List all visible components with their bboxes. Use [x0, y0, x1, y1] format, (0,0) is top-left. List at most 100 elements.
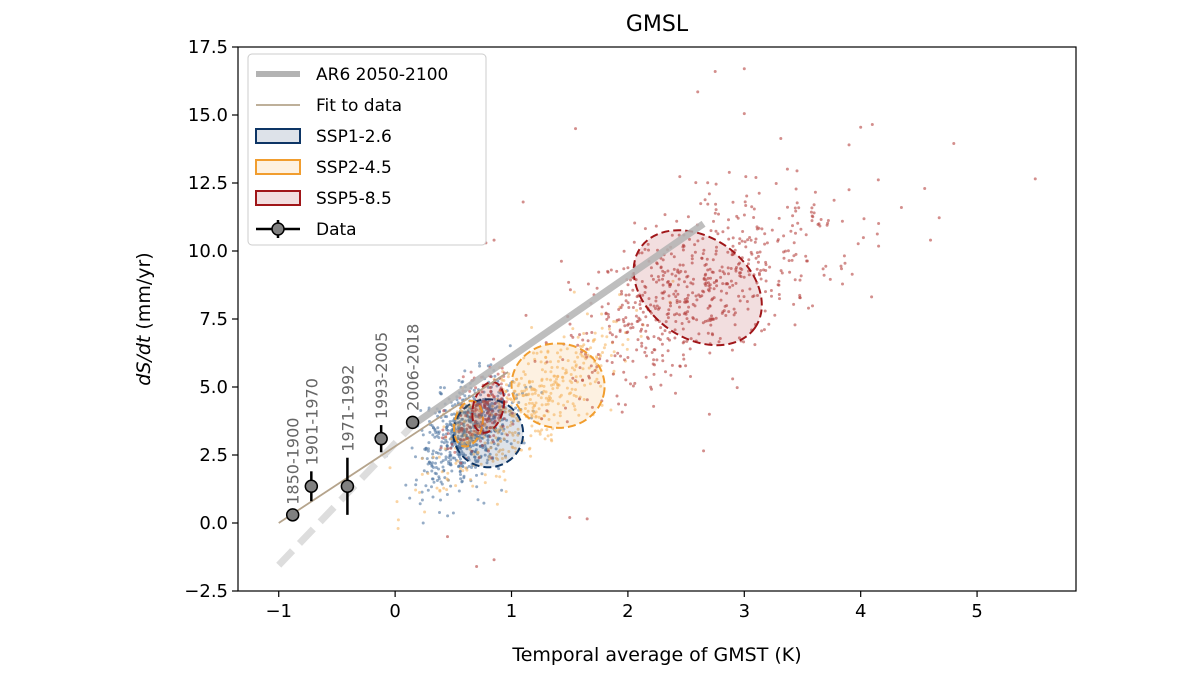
scatter-point: [550, 439, 554, 443]
scatter-point: [709, 229, 713, 233]
scatter-point: [545, 428, 549, 432]
scatter-point: [459, 469, 462, 473]
scatter-point: [516, 440, 520, 444]
scatter-point: [439, 498, 442, 502]
scatter-point: [676, 292, 680, 296]
scatter-point: [488, 435, 492, 439]
scatter-point: [676, 268, 680, 272]
scatter-point: [578, 366, 582, 370]
scatter-point: [599, 384, 603, 388]
scatter-point: [763, 242, 767, 246]
scatter-point: [569, 333, 573, 337]
scatter-point: [462, 420, 466, 424]
scatter-point: [566, 400, 570, 404]
scatter-point: [718, 337, 722, 340]
scatter-point: [652, 348, 656, 352]
scatter-point: [615, 269, 619, 273]
scatter-point: [671, 279, 675, 283]
scatter-point: [420, 472, 424, 476]
scatter-point: [794, 187, 798, 191]
scatter-point: [704, 262, 708, 266]
scatter-point: [494, 474, 498, 478]
scatter-point: [707, 192, 711, 196]
scatter-point: [617, 402, 621, 406]
scatter-point: [424, 484, 428, 488]
scatter-point: [528, 379, 531, 383]
data-marker: [405, 415, 420, 430]
scatter-point: [686, 310, 690, 314]
scatter-point: [425, 457, 429, 461]
y-axis-label: dS/dt (mm/yr): [133, 252, 155, 385]
scatter-point: [788, 270, 792, 274]
scatter-point: [446, 432, 450, 435]
scatter-point: [546, 399, 550, 403]
scatter-point: [613, 354, 617, 358]
scatter-point: [678, 364, 682, 368]
scatter-point: [779, 269, 783, 273]
scatter-point: [616, 351, 620, 355]
scatter-point: [721, 230, 725, 234]
scatter-point: [588, 382, 592, 386]
scatter-point: [449, 422, 453, 426]
scatter-point: [623, 403, 627, 407]
scatter-point: [427, 447, 430, 451]
observed-data-layer: 1850-1900 1901-1970 1971-1992 1993-2005 2006…: [284, 324, 423, 522]
scatter-point: [776, 238, 780, 242]
scatter-point: [481, 400, 485, 403]
scatter-point: [436, 426, 440, 430]
scatter-point: [738, 274, 742, 278]
scatter-point: [619, 354, 622, 358]
y-tick-label: 7.5: [199, 309, 228, 330]
scatter-point: [564, 368, 568, 372]
scatter-point: [540, 368, 544, 372]
ellipse-ssp2-4-5: [510, 342, 606, 429]
scatter-point: [497, 467, 501, 471]
scatter-point: [635, 308, 639, 312]
scatter-point: [568, 516, 572, 520]
scatter-point: [438, 511, 441, 514]
scatter-point: [705, 257, 709, 261]
scatter-point: [442, 486, 446, 490]
scatter-point: [561, 358, 565, 362]
scatter-point: [430, 464, 434, 468]
scatter-point: [534, 410, 538, 414]
scatter-point: [547, 395, 551, 398]
scatter-point: [439, 386, 443, 389]
scatter-point: [708, 286, 712, 290]
scatter-point: [731, 236, 735, 240]
scatter-point: [597, 381, 601, 385]
scatter-point: [654, 299, 658, 303]
scatter-point: [644, 375, 648, 379]
scatter-point: [571, 376, 575, 380]
scatter-point: [440, 440, 444, 444]
scatter-point: [706, 306, 710, 310]
scatter-point: [433, 435, 437, 439]
scatter-point: [554, 381, 558, 385]
scatter-point: [675, 299, 679, 302]
scatter-point: [438, 489, 442, 493]
scatter-point: [718, 269, 722, 273]
scatter-point: [497, 406, 501, 410]
scatter-point: [643, 284, 647, 288]
scatter-point: [494, 436, 498, 440]
scatter-point: [448, 420, 452, 424]
scatter-point: [674, 274, 678, 278]
scatter-point: [644, 346, 648, 350]
scatter-point: [778, 297, 781, 301]
scatter-point: [480, 444, 484, 447]
scatter-point: [799, 227, 803, 231]
scatter-point: [570, 366, 574, 370]
scatter-point: [462, 474, 466, 478]
scatter-point: [565, 347, 569, 351]
scatter-point: [585, 312, 589, 316]
scatter-point: [726, 226, 730, 230]
scatter-point: [527, 392, 531, 396]
scatter-point: [717, 340, 721, 344]
scatter-point: [649, 266, 653, 270]
scatter-point: [494, 413, 498, 416]
scatter-point: [570, 387, 574, 391]
scatter-point: [504, 410, 508, 414]
data-point-1901-1970: 1901-1970: [302, 378, 321, 502]
scatter-point: [487, 449, 490, 453]
scatter-point: [741, 230, 745, 233]
